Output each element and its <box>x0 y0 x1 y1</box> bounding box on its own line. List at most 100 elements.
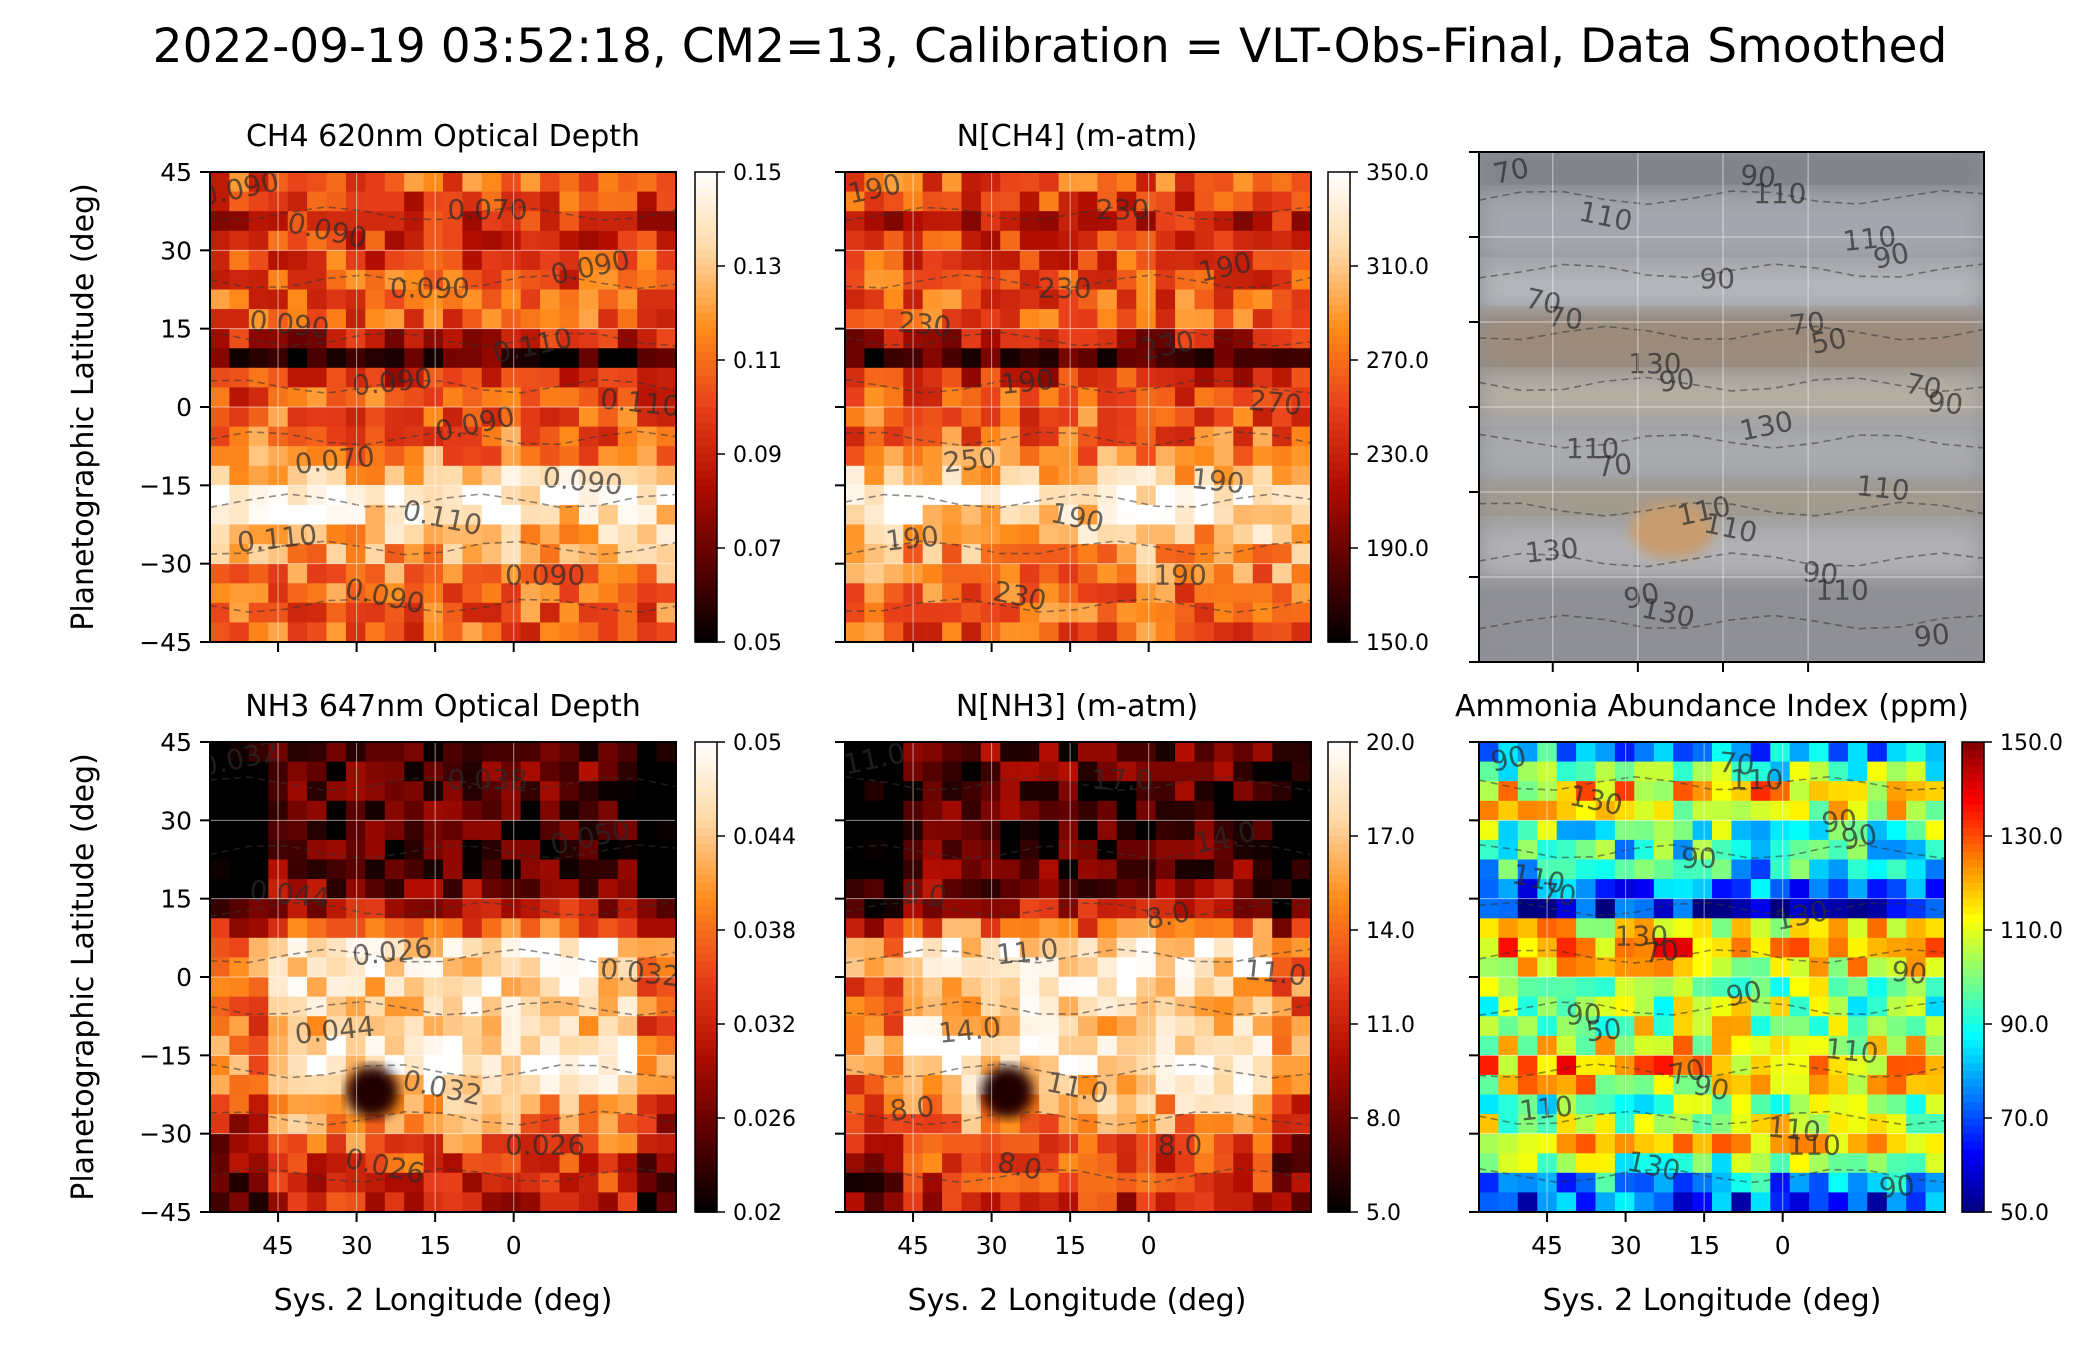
colorbar-step <box>1328 485 1350 494</box>
colorbar-step <box>695 430 717 440</box>
heatmap-cell <box>443 407 464 428</box>
colorbar-step <box>695 1125 717 1135</box>
heatmap-cell <box>1828 996 1849 1017</box>
heatmap-cell <box>1252 172 1273 193</box>
heatmap-cell <box>307 918 328 939</box>
heatmap-cell <box>656 622 676 642</box>
heatmap-cell <box>345 602 367 624</box>
contour-label: 70 <box>1666 1052 1708 1092</box>
heatmap-cell <box>1272 937 1293 959</box>
heatmap-cell <box>1789 1114 1810 1135</box>
heatmap-cell <box>1653 937 1674 959</box>
heatmap-cell <box>481 602 502 624</box>
heatmap-cell <box>287 563 308 585</box>
heatmap-cell <box>1194 957 1215 978</box>
heatmap-cell <box>1498 898 1519 920</box>
heatmap-cell <box>1517 800 1538 822</box>
heatmap-cell <box>1673 1016 1694 1037</box>
heatmap-cell <box>384 465 405 487</box>
heatmap-cell <box>443 1133 464 1155</box>
heatmap-cell <box>1291 1094 1311 1115</box>
heatmap-cell <box>1233 446 1254 467</box>
image-band <box>1479 192 1984 262</box>
heatmap-cell <box>1673 1055 1694 1076</box>
heatmap-cell <box>578 1133 600 1155</box>
heatmap-cell <box>598 485 619 506</box>
heatmap-cell <box>1886 820 1907 841</box>
heatmap-cell <box>559 622 580 642</box>
heatmap-cell <box>637 1016 658 1037</box>
heatmap-cell <box>365 544 386 565</box>
colorbar-step <box>695 890 717 900</box>
heatmap-cell <box>1925 1094 1945 1115</box>
heatmap-cell <box>845 937 866 959</box>
heatmap-cell <box>1155 1133 1176 1155</box>
heatmap-cell <box>1886 742 1907 763</box>
heatmap-cell <box>423 446 444 467</box>
contour-label: 110 <box>1841 220 1898 258</box>
heatmap-cell <box>404 781 425 802</box>
colorbar-step <box>695 930 717 939</box>
colorbar-step <box>695 1094 717 1104</box>
heatmap-cell <box>1116 781 1137 802</box>
heatmap-cell <box>229 485 250 506</box>
heatmap-cell <box>980 800 1002 822</box>
contour-line <box>845 206 1311 222</box>
heatmap-cell <box>1058 781 1079 802</box>
heatmap-cell <box>210 309 231 330</box>
heatmap-cell <box>1155 348 1176 369</box>
heatmap-cell <box>1213 309 1235 330</box>
heatmap-cell <box>617 1114 638 1135</box>
heatmap-cell <box>365 742 386 763</box>
heatmap-cell <box>1116 957 1137 978</box>
heatmap-cell <box>462 1133 483 1155</box>
colorbar-step <box>1328 352 1350 361</box>
heatmap-cell <box>1789 1035 1810 1057</box>
contour-line <box>210 205 676 222</box>
heatmap-cell <box>1272 250 1293 271</box>
heatmap-cell <box>1155 191 1176 212</box>
colorbar-step <box>695 508 717 518</box>
heatmap-cell <box>1770 996 1791 1017</box>
heatmap-cell <box>1906 879 1927 900</box>
heatmap-cell <box>1479 1074 1500 1096</box>
heatmap-cell <box>1906 898 1927 920</box>
heatmap-cell <box>540 426 561 447</box>
heatmap-cell <box>248 1172 269 1194</box>
heatmap-cell <box>1272 977 1293 998</box>
contour-line <box>845 1110 1311 1126</box>
heatmap-cell <box>1828 1153 1849 1174</box>
heatmap-cell <box>501 1133 522 1155</box>
heatmap-cell <box>423 918 444 939</box>
heatmap-cell <box>1886 1074 1907 1096</box>
heatmap-cell <box>1731 1114 1752 1135</box>
heatmap-cell <box>501 250 522 271</box>
heatmap-cell <box>1097 563 1118 585</box>
heatmap-cell <box>922 761 943 782</box>
heatmap-cell <box>1058 524 1079 545</box>
colorbar-step <box>1328 977 1350 986</box>
heatmap-cell <box>961 602 982 624</box>
heatmap-cell <box>1517 859 1538 880</box>
heatmap-cell <box>559 191 580 212</box>
colorbar-step <box>695 579 717 588</box>
heatmap-cell <box>1058 879 1079 900</box>
heatmap-cell <box>423 977 444 998</box>
heatmap-cell <box>1291 211 1311 232</box>
heatmap-cell <box>1272 269 1293 291</box>
heatmap-cell <box>520 309 541 330</box>
heatmap-cell <box>598 1114 619 1135</box>
heatmap-cell <box>1770 1035 1791 1057</box>
heatmap-cell <box>540 230 561 252</box>
heatmap-cell <box>1653 918 1674 939</box>
heatmap-cell <box>1252 289 1273 310</box>
heatmap-cell <box>501 446 522 467</box>
heatmap-cell <box>1828 1094 1849 1115</box>
heatmap-cell <box>1000 309 1021 330</box>
heatmap-cell <box>1498 859 1519 880</box>
heatmap-cell <box>1000 1133 1021 1155</box>
heatmap-cell <box>656 859 676 880</box>
heatmap-cell <box>443 465 464 487</box>
heatmap-cell <box>520 211 541 232</box>
heatmap-cell <box>1576 977 1597 998</box>
